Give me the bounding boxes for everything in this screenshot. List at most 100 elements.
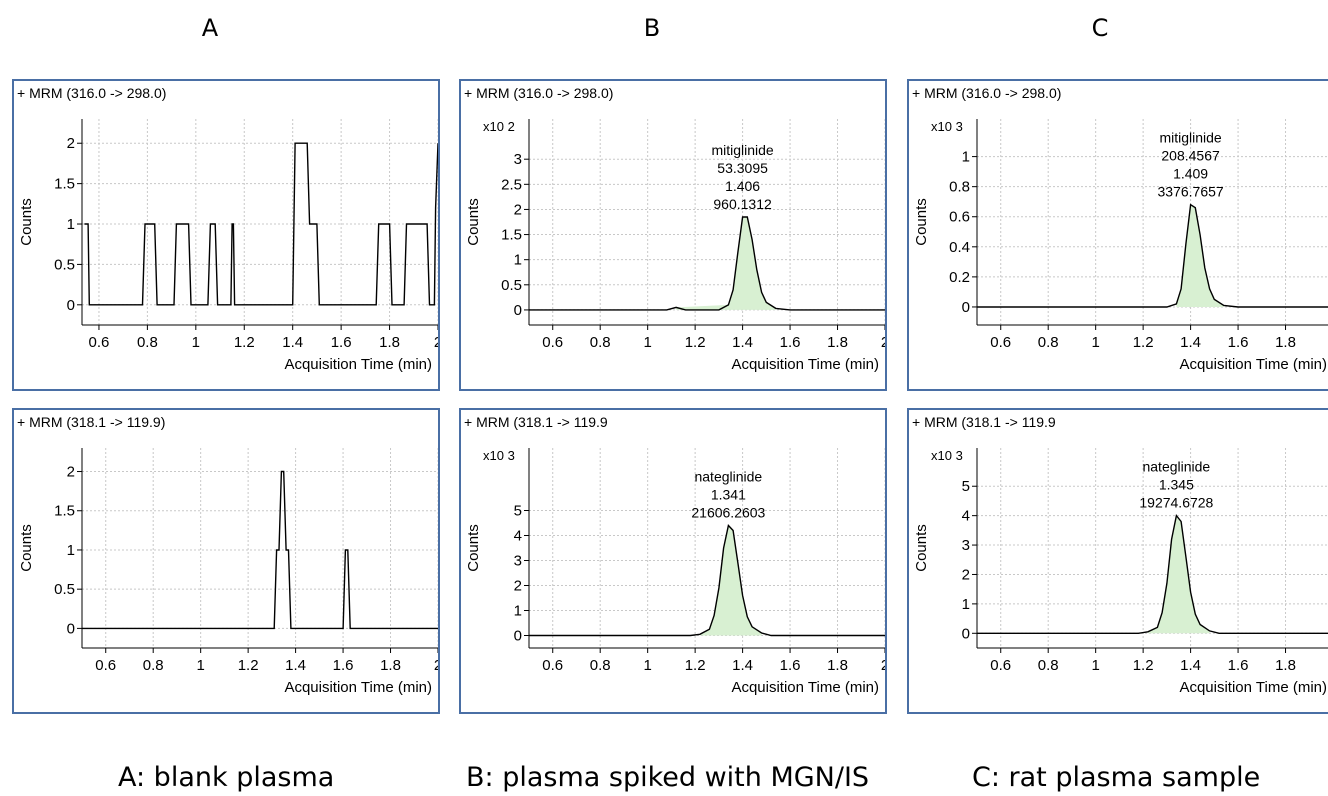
y-axis-label: Counts <box>465 524 482 572</box>
y-tick-label: 1.5 <box>54 503 75 520</box>
peak-annotation-line: 21606.2603 <box>691 505 765 521</box>
y-axis-label: Counts <box>913 524 930 572</box>
x-tick-label: 1.4 <box>732 657 753 674</box>
x-tick-label: 1.6 <box>333 657 354 674</box>
y-tick-label: 2 <box>67 464 75 481</box>
x-tick-label: 1 <box>192 334 200 351</box>
y-tick-label: 0 <box>962 299 970 316</box>
series-line <box>82 470 438 630</box>
x-tick-label: 0.8 <box>1038 334 1059 351</box>
peak-annotation-line: 1.345 <box>1159 477 1194 493</box>
x-tick-label: 1 <box>1091 334 1099 351</box>
x-axis-label: Acquisition Time (min) <box>284 356 432 373</box>
peak-annotation-line: 1.406 <box>725 178 760 194</box>
caption-a: A: blank plasma <box>118 762 335 793</box>
y-tick-label: 0.4 <box>949 239 970 256</box>
peak-annotation-line: 960.1312 <box>713 196 772 212</box>
y-tick-label: 2 <box>67 135 75 152</box>
x-tick-label: 1 <box>196 657 204 674</box>
x-tick-label: 1.4 <box>282 334 303 351</box>
x-tick-label: 1.4 <box>1180 657 1201 674</box>
x-axis-label: Acquisition Time (min) <box>284 679 432 696</box>
x-axis-label: Acquisition Time (min) <box>731 356 879 373</box>
y-tick-label: 1 <box>67 216 75 233</box>
x-tick-label: 0.8 <box>590 657 611 674</box>
column-header-a: A <box>201 14 219 42</box>
y-tick-label: 0.8 <box>949 179 970 196</box>
x-tick-label: 0.8 <box>590 334 611 351</box>
caption-c: C: rat plasma sample <box>972 762 1261 793</box>
x-tick-label: 0.6 <box>89 334 110 351</box>
x-tick-label: 0.6 <box>95 657 116 674</box>
x-tick-label: 0.6 <box>542 334 563 351</box>
x-tick-label: 1.4 <box>285 657 306 674</box>
series-line <box>529 216 885 311</box>
peak-annotation-line: nateglinide <box>694 469 762 485</box>
y-tick-label: 0 <box>962 625 970 642</box>
x-tick-label: 0.6 <box>990 657 1011 674</box>
column-header-c: C <box>1091 14 1109 42</box>
y-tick-label: 5 <box>514 503 522 520</box>
chart-panel-b-top: + MRM (316.0 -> 298.0) Counts x10 2 0.6 0.8 1… <box>459 79 887 391</box>
y-tick-label: 3 <box>514 553 522 570</box>
chart-title: + MRM (316.0 -> 298.0) <box>17 85 166 101</box>
chart-panel-c-top: + MRM (316.0 -> 298.0) Counts x10 3 0.6 0.8 1… <box>907 79 1328 391</box>
x-axis-label: Acquisition Time (min) <box>731 679 879 696</box>
chart-svg: + MRM (318.1 -> 119.9 Counts x10 3 0.6 0.8 1 1… <box>912 414 1328 696</box>
x-axis-label: Acquisition Time (min) <box>1179 679 1327 696</box>
series-line <box>977 203 1328 308</box>
y-tick-label: 0.5 <box>54 581 75 598</box>
y-tick-label: 2 <box>514 578 522 595</box>
y-multiplier: x10 2 <box>483 119 515 134</box>
x-tick-label: 1.8 <box>1275 334 1296 351</box>
y-tick-label: 0.6 <box>949 209 970 226</box>
x-tick-label: 2 <box>881 657 885 674</box>
x-tick-label: 1.2 <box>1133 657 1154 674</box>
peak-annotation-line: 208.4567 <box>1161 148 1220 164</box>
y-tick-label: 0 <box>514 628 522 645</box>
y-tick-label: 4 <box>514 528 522 545</box>
x-tick-label: 1.2 <box>1133 334 1154 351</box>
x-tick-label: 1 <box>643 334 651 351</box>
series-line <box>529 524 885 637</box>
y-tick-label: 3 <box>962 537 970 554</box>
x-tick-label: 1.6 <box>1228 334 1249 351</box>
x-tick-label: 1.6 <box>780 657 801 674</box>
x-tick-label: 1.8 <box>827 334 848 351</box>
y-axis-label: Counts <box>913 198 930 246</box>
y-tick-label: 0.2 <box>949 269 970 286</box>
y-tick-label: 0 <box>67 297 75 314</box>
series-line <box>84 142 438 306</box>
x-tick-label: 1.8 <box>379 334 400 351</box>
chart-title: + MRM (316.0 -> 298.0) <box>912 85 1061 101</box>
peak-annotation-line: 19274.6728 <box>1139 495 1213 511</box>
peak-annotation-line: 53.3095 <box>717 160 768 176</box>
y-tick-label: 3 <box>514 151 522 168</box>
caption-b: B: plasma spiked with MGN/IS <box>466 762 870 793</box>
y-tick-label: 1 <box>514 603 522 620</box>
chart-panel-b-bottom: + MRM (318.1 -> 119.9 Counts x10 3 0.6 0.8 1 1… <box>459 408 887 714</box>
y-tick-label: 4 <box>962 508 970 525</box>
chart-svg: + MRM (316.0 -> 298.0) Counts 0.6 0.8 1 1.2 1.… <box>17 85 438 373</box>
y-axis-label: Counts <box>18 198 35 246</box>
x-tick-label: 1.2 <box>234 334 255 351</box>
x-tick-label: 2 <box>881 334 885 351</box>
x-tick-label: 0.6 <box>542 657 563 674</box>
chart-svg: + MRM (318.1 -> 119.9 Counts x10 3 0.6 0.8 1 1… <box>464 414 885 696</box>
y-tick-label: 1 <box>962 596 970 613</box>
x-tick-label: 0.8 <box>1038 657 1059 674</box>
chart-title: + MRM (318.1 -> 119.9) <box>17 414 165 430</box>
peak-fill <box>699 525 762 636</box>
x-tick-label: 1.8 <box>1275 657 1296 674</box>
y-axis-label: Counts <box>465 198 482 246</box>
y-tick-label: 1.5 <box>54 176 75 193</box>
x-tick-label: 1.2 <box>685 334 706 351</box>
column-header-b: B <box>643 14 661 42</box>
y-tick-label: 2.5 <box>501 176 522 193</box>
peak-fill <box>676 217 776 310</box>
chart-panel-c-bottom: + MRM (318.1 -> 119.9 Counts x10 3 0.6 0.8 1 1… <box>907 408 1328 714</box>
y-tick-label: 1.5 <box>501 227 522 244</box>
x-tick-label: 1.4 <box>732 334 753 351</box>
x-tick-label: 0.6 <box>990 334 1011 351</box>
x-tick-label: 1.6 <box>780 334 801 351</box>
